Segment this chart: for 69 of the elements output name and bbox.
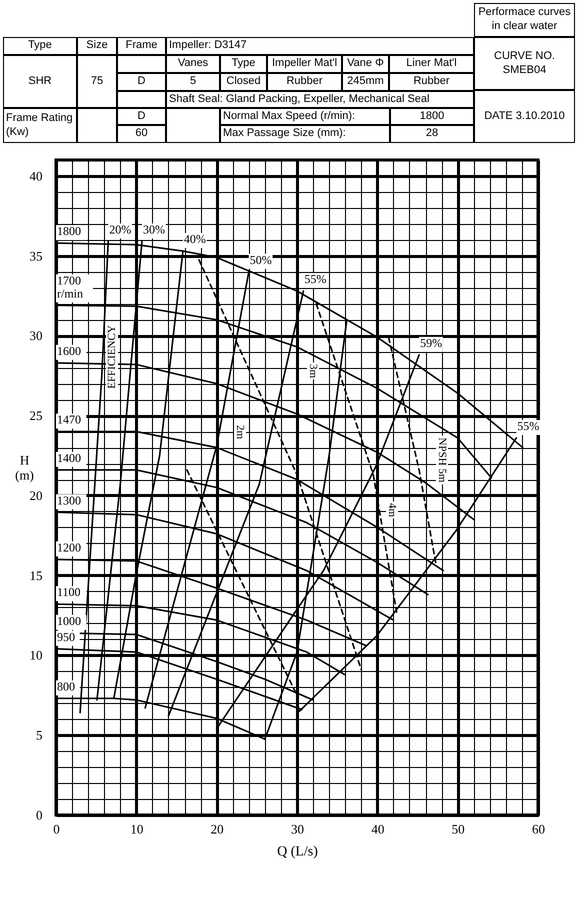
text: Max Passage Size (mm): — [220, 125, 390, 143]
series-label: 50% — [250, 252, 272, 267]
text: 5 — [166, 73, 220, 91]
series-label: 1300 — [57, 493, 81, 508]
series-label: 1470 — [57, 412, 81, 427]
x-tick-label: 30 — [291, 822, 304, 836]
series-label: 1800 — [57, 224, 81, 238]
text: Performace curves in clear water — [474, 3, 575, 37]
series-label: 55% — [304, 272, 326, 286]
series-label: 20% — [109, 222, 132, 236]
series-label: 30% — [142, 222, 165, 236]
series-label: 55% — [517, 418, 540, 433]
annotation: 3m — [307, 364, 319, 378]
y-tick-label: 5 — [36, 728, 42, 743]
series-label: 1200 — [57, 540, 81, 554]
text: Frame Rating (Kw) — [3, 108, 77, 143]
x-tick-label: 40 — [371, 822, 384, 836]
y-tick-label: 25 — [30, 408, 42, 424]
text: 245mm — [342, 73, 389, 91]
text: 75 — [77, 55, 117, 108]
text: Rubber — [267, 73, 342, 91]
text: 1800 — [390, 108, 474, 125]
annotation: 2m — [234, 424, 246, 440]
text: D — [117, 108, 166, 125]
series-label: 59% — [420, 336, 442, 350]
series-label: 40% — [184, 232, 206, 246]
text: Normal Max Speed (r/min): — [220, 108, 390, 125]
text: 60 — [117, 125, 166, 143]
annotation: 4m — [386, 502, 398, 518]
annotation: NPSH 5m — [436, 438, 448, 483]
text: D — [117, 73, 166, 91]
text: Frame — [117, 37, 166, 55]
text: Rubber — [389, 73, 474, 91]
text: 28 — [390, 125, 474, 143]
y-tick-label: 0 — [36, 808, 42, 822]
x-tick-label: 20 — [210, 822, 224, 836]
x-tick-label: 0 — [53, 822, 60, 836]
text: Type — [3, 37, 77, 55]
x-tick-label: 50 — [452, 822, 465, 836]
text: DATE 3.10.2010 — [474, 90, 575, 143]
text: Closed — [220, 73, 267, 91]
y-tick-label: 10 — [30, 648, 42, 663]
text: CURVE NO. SMEB04 — [474, 37, 575, 90]
y-axis-title: H (m) — [15, 452, 34, 482]
series-label: 800 — [57, 679, 75, 694]
x-tick-label: 10 — [130, 822, 144, 836]
annotation: EFFICIENCY — [106, 325, 118, 389]
text: Type — [220, 55, 267, 73]
text: SHR — [3, 55, 77, 108]
series-label: 1700 r/min — [57, 273, 83, 300]
y-tick-label: 20 — [30, 488, 42, 503]
text: Vanes — [166, 55, 220, 73]
series-label: 1000 — [57, 614, 81, 628]
y-tick-label: 35 — [30, 248, 42, 264]
text: Impeller Mat'l — [267, 55, 342, 73]
text: Size — [77, 37, 117, 55]
x-tick-label: 60 — [532, 822, 545, 836]
text: Impeller: D3147 — [166, 37, 474, 55]
series-label: 1100 — [57, 585, 81, 600]
text: Shaft Seal: Gland Packing, Expeller, Mechanical Seal — [166, 91, 474, 108]
series-label: 1600 — [57, 344, 81, 358]
y-tick-label: 15 — [30, 568, 42, 583]
y-tick-label: 40 — [30, 168, 42, 184]
text: Liner Mat'l — [389, 55, 474, 73]
series-label: 1400 — [57, 450, 81, 465]
series-label: 950 — [57, 630, 75, 644]
y-tick-label: 30 — [30, 328, 42, 344]
x-axis-title: Q (L/s) — [277, 844, 318, 860]
text: Vane Φ — [342, 55, 389, 73]
